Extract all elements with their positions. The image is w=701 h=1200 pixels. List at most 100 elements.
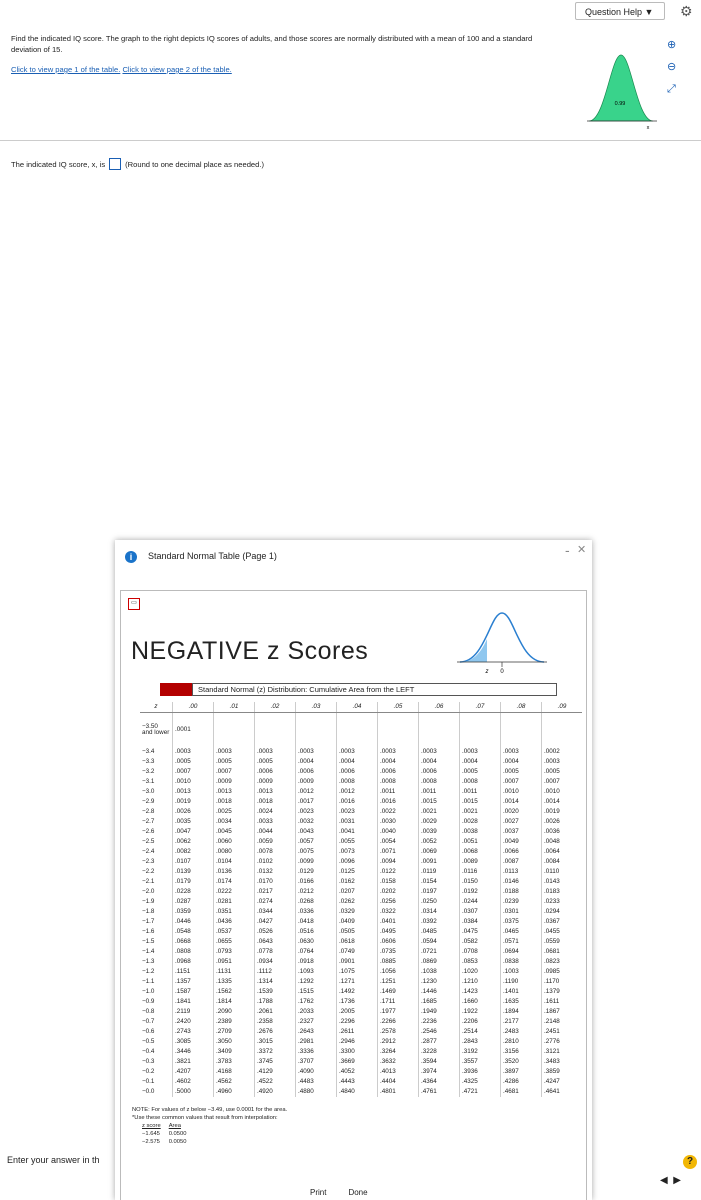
prev[interactable]: ◀ xyxy=(660,1175,668,1186)
cell: .0004 xyxy=(459,757,501,767)
help-icon[interactable]: ? xyxy=(683,1155,697,1169)
cell: .0006 xyxy=(295,767,337,777)
cell: .0202 xyxy=(377,887,419,897)
cell: .0708 xyxy=(459,947,501,957)
cell: .0099 xyxy=(295,857,337,867)
zoom-out[interactable]: ⊖ xyxy=(667,61,677,73)
cell: .0119 xyxy=(418,867,460,877)
minimize[interactable]: - xyxy=(565,542,570,558)
question-text: Find the indicated IQ score. The graph t… xyxy=(11,34,533,54)
cell: .0010 xyxy=(500,787,542,797)
cell: .0008 xyxy=(459,777,501,787)
cell: −2.5 xyxy=(142,837,155,845)
cell: .1210 xyxy=(459,977,501,987)
cell: .0015 xyxy=(418,797,460,807)
next[interactable]: ▶ xyxy=(673,1175,681,1186)
cell: .0010 xyxy=(541,787,582,797)
cell: .0011 xyxy=(459,787,501,797)
cell: .0314 xyxy=(418,907,460,917)
cell: .0039 xyxy=(418,827,460,837)
cell: .0869 xyxy=(418,957,460,967)
table-link[interactable]: Click to view page 1 of the table. xyxy=(11,65,121,74)
cell: .0183 xyxy=(541,887,582,897)
cell: .0375 xyxy=(500,917,542,927)
cell: .0764 xyxy=(295,947,337,957)
bell-curve xyxy=(588,54,654,122)
cell: −2.7 xyxy=(142,817,155,825)
cell: .0007 xyxy=(500,777,542,787)
shaded-area xyxy=(460,639,487,662)
settings-icon[interactable]: ⚙ xyxy=(680,3,693,19)
cell: .1922 xyxy=(459,1007,501,1017)
cell: .3050 xyxy=(213,1037,255,1047)
cell: −2.9 xyxy=(142,797,155,805)
cell: .0104 xyxy=(213,857,255,867)
cell: .0006 xyxy=(336,767,378,777)
cell: .2643 xyxy=(295,1027,337,1037)
close[interactable]: ✕ xyxy=(577,544,587,556)
cell: .0217 xyxy=(254,887,296,897)
interp-note: *Use these common values that result fro… xyxy=(132,1115,278,1121)
cell: .2389 xyxy=(213,1017,255,1027)
axis-label: x xyxy=(647,125,650,131)
notes: NOTE: For values of z below −3.49, use 0… xyxy=(132,1106,287,1146)
cell: .1357 xyxy=(172,977,214,987)
cell: .4168 xyxy=(213,1067,255,1077)
cell: .0089 xyxy=(459,857,501,867)
cell: −1.0 xyxy=(142,987,155,995)
table-row: −1.4 .0808.0793.0778.0764.0749.0735.0721.… xyxy=(140,947,582,957)
cell: .2061 xyxy=(254,1007,296,1017)
answer-box[interactable] xyxy=(109,158,122,170)
popout[interactable]: ⤢ xyxy=(667,83,676,95)
cell: .0017 xyxy=(295,797,337,807)
cell: .0010 xyxy=(172,777,214,787)
cell: .0401 xyxy=(377,917,419,927)
cell: .4681 xyxy=(500,1087,542,1097)
cell: .1379 xyxy=(541,987,582,997)
done-button[interactable]: Done xyxy=(348,1188,368,1197)
cell: .0084 xyxy=(541,857,582,867)
cell: .0021 xyxy=(418,807,460,817)
table-link[interactable]: Click to view page 2 of the table. xyxy=(122,65,232,74)
divider xyxy=(0,140,701,141)
cell: .4443 xyxy=(336,1077,378,1087)
cell: .0384 xyxy=(459,917,501,927)
cell: −0.8 xyxy=(142,1007,155,1015)
cell: .0006 xyxy=(418,767,460,777)
cell: .3669 xyxy=(336,1057,378,1067)
cell: .0004 xyxy=(336,757,378,767)
zoom-in[interactable]: ⊕ xyxy=(667,39,677,51)
cell: −3.3 xyxy=(142,757,155,765)
cell: .2709 xyxy=(213,1027,255,1037)
interp-cell: −2.575 xyxy=(142,1139,160,1145)
cell: .3520 xyxy=(500,1057,542,1067)
cell: .0022 xyxy=(377,807,419,817)
cell: .2420 xyxy=(172,1017,214,1027)
cell: .4641 xyxy=(541,1087,582,1097)
cell: .0003 xyxy=(295,747,337,757)
cell: .0012 xyxy=(336,787,378,797)
table-row: −0.4 .3446.3409.3372.3336.3300.3264.3228.… xyxy=(140,1047,582,1057)
cell: .1020 xyxy=(459,967,501,977)
table-row: −0.6 .2743.2709.2676.2643.2611.2578.2546.… xyxy=(140,1027,582,1037)
cell: .1492 xyxy=(336,987,378,997)
cell: .0132 xyxy=(254,867,296,877)
cell: .0011 xyxy=(418,787,460,797)
cell: .0721 xyxy=(418,947,460,957)
cell: .0228 xyxy=(172,887,214,897)
cell: .0102 xyxy=(254,857,296,867)
cell: .0446 xyxy=(172,917,214,927)
cell: .0001 xyxy=(172,712,214,747)
cell: .0014 xyxy=(541,797,582,807)
buttons: Print Done xyxy=(310,1188,368,1197)
doc-icon: ▭ xyxy=(128,598,140,610)
help-button[interactable]: Question Help ▼ xyxy=(575,2,665,20)
table-row: −1.3 .0968.0951.0934.0918.0901.0885.0869.… xyxy=(140,957,582,967)
table-row: −0.7 .2420.2389.2358.2327.2296.2266.2236.… xyxy=(140,1017,582,1027)
cell: .0934 xyxy=(254,957,296,967)
help-label: Question Help xyxy=(585,7,643,17)
cell: .0003 xyxy=(541,757,582,767)
print-button[interactable]: Print xyxy=(310,1188,327,1197)
cell: .0031 xyxy=(336,817,378,827)
cell: .0778 xyxy=(254,947,296,957)
